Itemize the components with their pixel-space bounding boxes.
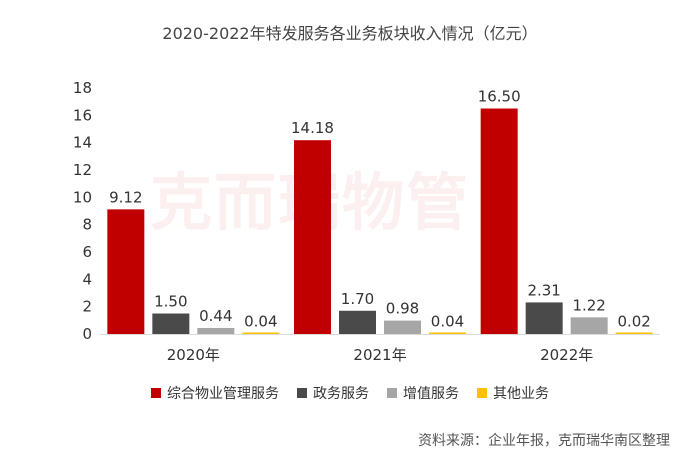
y-tick-label: 4 bbox=[82, 270, 92, 288]
bar-0-3 bbox=[242, 332, 280, 334]
legend: 综合物业管理服务 政务服务 增值服务 其他业务 bbox=[0, 383, 700, 403]
bar-2-1 bbox=[525, 302, 563, 334]
x-category-label: 2021年 bbox=[353, 346, 406, 364]
bars-group bbox=[107, 108, 653, 334]
data-label: 0.44 bbox=[199, 307, 232, 325]
legend-label-property-management: 综合物业管理服务 bbox=[167, 386, 279, 402]
data-label: 0.04 bbox=[244, 312, 277, 330]
data-label: 0.98 bbox=[386, 300, 419, 318]
data-label: 0.04 bbox=[431, 312, 464, 330]
y-tick-label: 8 bbox=[82, 216, 92, 234]
x-category-label: 2022年 bbox=[540, 346, 593, 364]
bar-chart: 0 2 4 6 8 10 12 14 16 18 9.12 1.50 0.44 0.04 14.18 1.7… bbox=[73, 79, 660, 364]
bar-2-3 bbox=[615, 332, 653, 334]
bar-1-3 bbox=[429, 332, 466, 334]
data-label: 2.31 bbox=[527, 281, 560, 299]
y-axis-ticks: 0 2 4 6 8 10 12 14 16 18 bbox=[73, 79, 92, 343]
legend-item-government-services: 政务服务 bbox=[297, 383, 369, 403]
bar-0-0 bbox=[107, 209, 145, 334]
data-label: 9.12 bbox=[109, 188, 142, 206]
data-labels-group: 9.12 1.50 0.44 0.04 14.18 1.70 0.98 0.04 16.50 2.… bbox=[109, 88, 651, 331]
legend-item-value-added-services: 增值服务 bbox=[387, 383, 459, 403]
y-tick-label: 0 bbox=[82, 325, 92, 343]
data-label: 14.18 bbox=[291, 119, 334, 137]
legend-label-other-business: 其他业务 bbox=[493, 386, 549, 402]
y-tick-label: 12 bbox=[73, 161, 92, 179]
bar-1-1 bbox=[339, 310, 376, 334]
data-label: 1.22 bbox=[572, 296, 605, 314]
y-tick-label: 2 bbox=[82, 298, 92, 316]
bar-2-0 bbox=[480, 108, 518, 334]
source-note: 资料来源：企业年报，克而瑞华南区整理 bbox=[418, 433, 670, 449]
legend-swatch-value-added-services bbox=[387, 388, 397, 398]
legend-swatch-other-business bbox=[477, 388, 487, 398]
y-tick-label: 16 bbox=[73, 106, 92, 124]
y-tick-label: 10 bbox=[73, 188, 92, 206]
legend-item-other-business: 其他业务 bbox=[477, 383, 549, 403]
y-tick-label: 14 bbox=[73, 134, 92, 152]
y-tick-label: 6 bbox=[82, 243, 92, 261]
bar-1-0 bbox=[294, 140, 331, 334]
legend-swatch-property-management bbox=[151, 388, 161, 398]
legend-swatch-government-services bbox=[297, 388, 307, 398]
chart-title: 2020-2022年特发服务各业务板块收入情况（亿元） bbox=[162, 24, 538, 43]
bar-0-1 bbox=[152, 313, 190, 334]
bar-2-2 bbox=[570, 317, 608, 334]
x-axis-categories: 2020年 2021年 2022年 bbox=[167, 346, 594, 364]
data-label: 1.50 bbox=[154, 293, 187, 311]
data-label: 0.02 bbox=[617, 313, 650, 331]
data-label: 16.50 bbox=[478, 88, 521, 106]
bar-0-2 bbox=[197, 327, 235, 334]
y-tick-label: 18 bbox=[73, 79, 92, 97]
data-label: 1.70 bbox=[341, 290, 374, 308]
x-category-label: 2020年 bbox=[167, 346, 220, 364]
legend-label-value-added-services: 增值服务 bbox=[403, 386, 459, 402]
legend-item-property-management: 综合物业管理服务 bbox=[151, 383, 279, 403]
legend-label-government-services: 政务服务 bbox=[313, 386, 369, 402]
bar-1-2 bbox=[384, 320, 421, 334]
